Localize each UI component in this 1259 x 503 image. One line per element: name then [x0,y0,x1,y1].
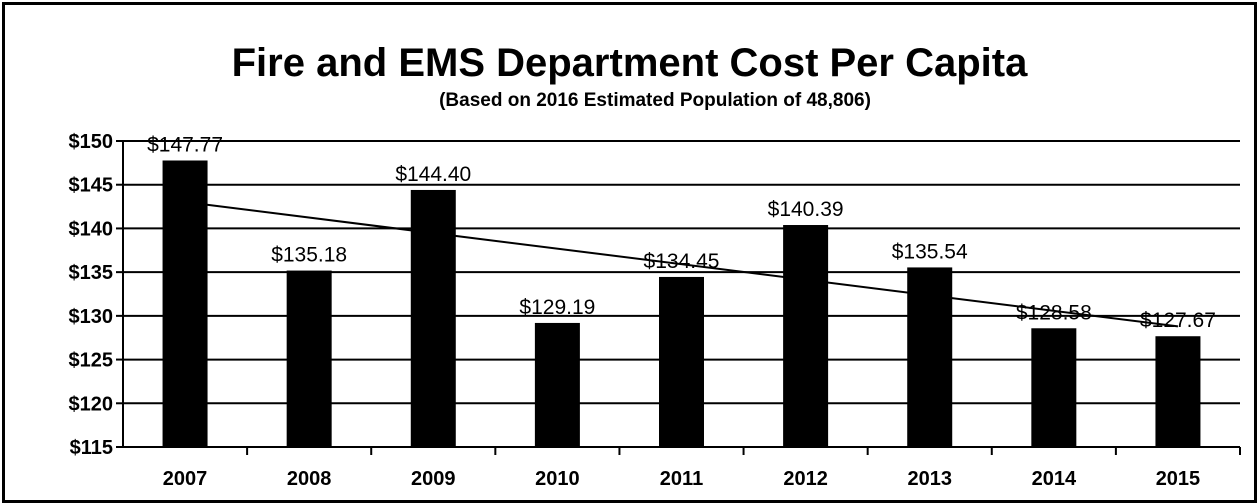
chart-subtitle: (Based on 2016 Estimated Population of 4… [439,90,871,111]
bar [1155,336,1201,447]
bar [783,225,829,447]
x-tick-label: 2013 [907,468,952,490]
x-tick-label: 2010 [535,468,580,490]
bar [1031,328,1077,447]
y-tick-label: $135 [69,262,114,284]
x-tick-label: 2015 [1156,468,1201,490]
data-label: $140.39 [768,198,844,221]
y-tick-label: $125 [69,350,114,372]
data-label: $135.54 [892,240,968,263]
data-label: $129.19 [519,296,595,319]
x-tick-label: 2014 [1032,468,1077,490]
y-tick-label: $145 [69,175,114,197]
data-label: $147.77 [147,133,223,156]
data-label: $128.58 [1016,301,1092,324]
y-tick-label: $130 [69,306,114,328]
y-tick-label: $140 [69,218,114,240]
bar [410,189,456,447]
data-label: $127.67 [1140,309,1216,332]
x-tick-label: 2012 [783,468,828,490]
x-tick-label: 2009 [411,468,456,490]
y-tick-label: $150 [69,131,114,153]
x-tick-label: 2011 [660,468,703,490]
chart-title: Fire and EMS Department Cost Per Capita [231,41,1028,85]
bar [659,276,704,447]
trendline [184,201,1179,328]
y-tick-label: $115 [70,437,113,459]
bar [286,270,332,447]
x-tick-label: 2008 [287,468,332,490]
data-label: $144.40 [395,163,471,186]
bar [534,322,580,447]
y-tick-label: $120 [69,393,114,415]
data-label: $135.18 [271,244,347,267]
x-tick-label: 2007 [163,468,208,490]
bar [162,160,208,447]
